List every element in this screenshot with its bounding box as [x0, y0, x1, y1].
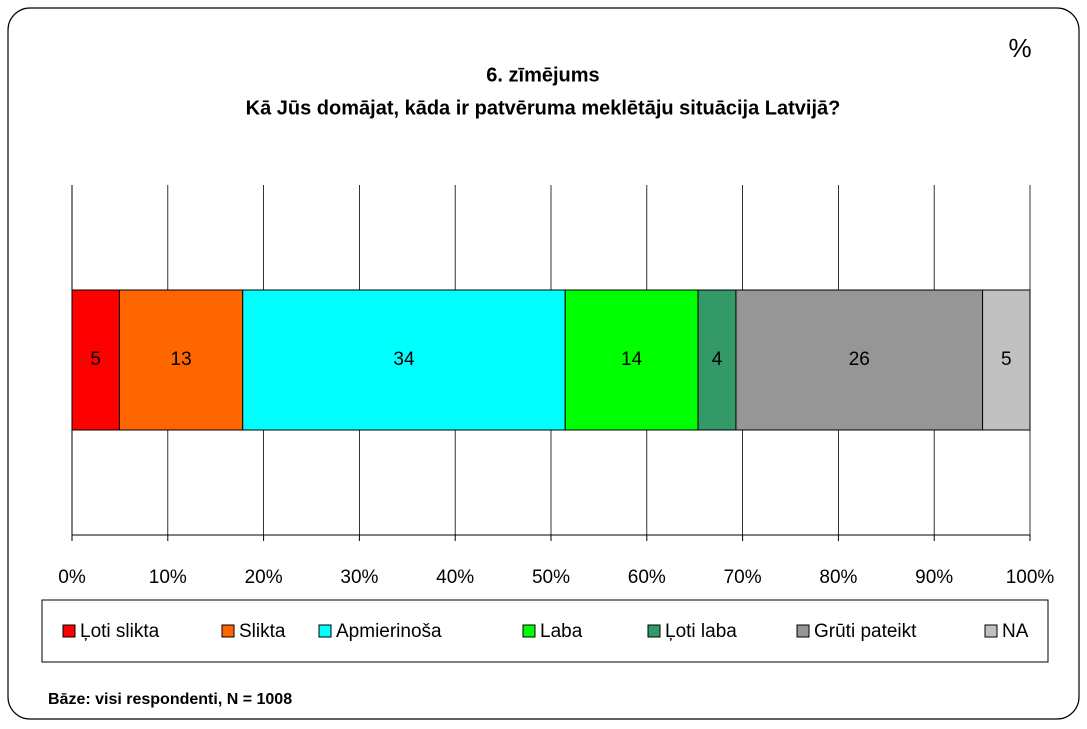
value-label: 26 — [849, 349, 870, 370]
legend-label: Apmierinoša — [336, 621, 442, 642]
x-tick-label: 90% — [915, 567, 953, 588]
bar-segment — [71, 289, 120, 431]
bar-segment — [242, 289, 566, 431]
legend-swatch — [221, 624, 235, 638]
chart-title: 6. zīmējums — [486, 64, 599, 86]
value-label: 5 — [90, 349, 101, 370]
legend-label: Ļoti laba — [665, 621, 737, 642]
legend-swatch — [796, 624, 810, 638]
legend-swatch — [62, 624, 76, 638]
x-tick-label: 40% — [436, 567, 474, 588]
x-tick-label: 10% — [149, 567, 187, 588]
x-tick-label: 30% — [340, 567, 378, 588]
x-tick-label: 0% — [58, 567, 86, 588]
legend-label: Grūti pateikt — [814, 621, 917, 642]
value-label: 13 — [171, 349, 192, 370]
x-tick-label: 50% — [532, 567, 570, 588]
legend-swatch — [522, 624, 536, 638]
x-tick-label: 70% — [724, 567, 762, 588]
value-label: 34 — [393, 349, 415, 370]
legend-swatch — [984, 624, 998, 638]
bar-segment — [697, 289, 737, 431]
bar-segment — [982, 289, 1031, 431]
x-tick-label: 100% — [1006, 567, 1055, 588]
chart-subtitle: Kā Jūs domājat, kāda ir patvēruma meklēt… — [246, 97, 841, 119]
bar-segment — [564, 289, 699, 431]
bar-segment — [735, 289, 984, 431]
footnote: Bāze: visi respondenti, N = 1008 — [48, 691, 292, 708]
value-label: 5 — [1001, 349, 1012, 370]
unit-label: % — [1008, 33, 1031, 63]
legend-swatch — [318, 624, 332, 638]
value-label: 4 — [712, 349, 723, 370]
legend-label: Laba — [540, 621, 583, 642]
x-tick-label: 20% — [245, 567, 283, 588]
x-tick-label: 60% — [628, 567, 666, 588]
legend-box — [41, 599, 1049, 663]
legend-swatch — [647, 624, 661, 638]
legend-label: Ļoti slikta — [80, 621, 160, 642]
bar-segment — [118, 289, 244, 431]
legend-label: Slikta — [239, 621, 286, 642]
x-tick-label: 80% — [819, 567, 857, 588]
legend-label: NA — [1002, 621, 1029, 642]
value-label: 14 — [621, 349, 643, 370]
